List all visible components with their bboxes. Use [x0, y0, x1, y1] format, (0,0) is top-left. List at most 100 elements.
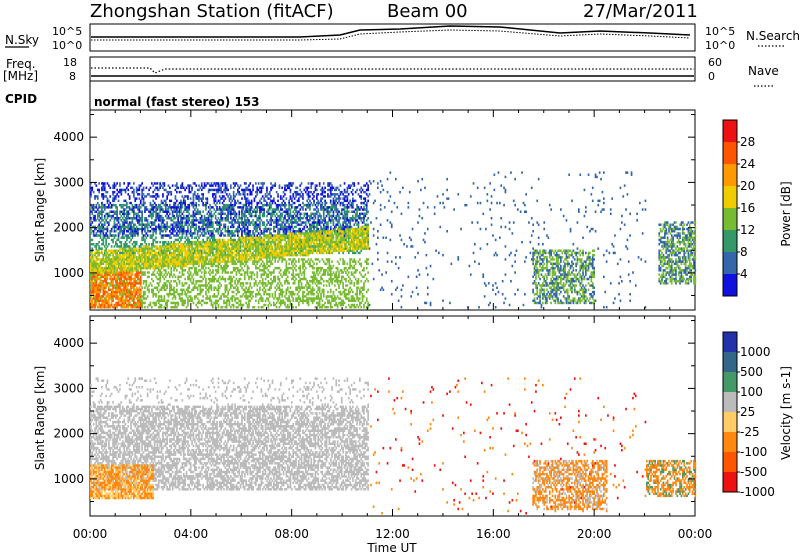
power-cell	[166, 195, 168, 198]
power-cell	[133, 280, 135, 283]
power-cell	[181, 258, 184, 261]
power-cell	[246, 245, 249, 248]
power-cell	[173, 240, 175, 244]
power-cell	[152, 240, 155, 244]
power-cell	[194, 190, 196, 194]
power-cell	[224, 212, 227, 216]
power-cell	[90, 306, 92, 309]
power-cell	[205, 232, 207, 235]
power-cell	[249, 275, 252, 279]
power-cell	[163, 223, 166, 226]
power-cell	[113, 260, 116, 263]
power-cell	[191, 236, 193, 239]
power-cell	[263, 282, 265, 285]
power-cell	[133, 253, 135, 257]
power-cell	[142, 280, 145, 283]
power-cell	[128, 197, 131, 200]
power-cell	[191, 186, 193, 190]
power-cell	[142, 227, 145, 231]
power-cell	[281, 258, 283, 261]
power-cell	[249, 188, 252, 192]
power-cell	[139, 249, 142, 252]
power-cell	[237, 234, 239, 237]
power-cell	[194, 219, 196, 222]
power-cell	[105, 262, 107, 266]
power-cell	[268, 293, 271, 296]
power-cell	[134, 290, 137, 294]
power-cell	[182, 299, 185, 302]
power-cell	[237, 297, 239, 300]
power-cell	[234, 230, 236, 233]
power-cell	[252, 219, 254, 222]
power-cell	[188, 277, 191, 281]
power-cell	[138, 251, 141, 255]
power-cell	[133, 214, 135, 218]
power-cell	[182, 256, 185, 259]
power-cell	[153, 221, 156, 224]
power-cell	[109, 262, 112, 266]
power-cell	[169, 190, 171, 194]
power-cell	[232, 206, 235, 209]
power-cell	[281, 238, 283, 242]
power-cell	[220, 234, 222, 237]
power-cell	[163, 295, 166, 298]
power-cell	[141, 214, 143, 218]
power-cell	[218, 195, 221, 198]
power-cell	[206, 251, 209, 255]
power-cell	[90, 223, 92, 226]
power-cell	[103, 290, 106, 294]
power-cell	[266, 245, 268, 248]
power-cell	[160, 251, 163, 255]
power-cell	[185, 230, 188, 233]
power-cell	[191, 288, 193, 292]
power-cell	[142, 282, 145, 285]
power-cell	[288, 186, 290, 190]
power-cell	[116, 295, 118, 298]
power-cell	[99, 251, 102, 255]
power-cell	[174, 258, 177, 261]
power-cell	[256, 284, 259, 287]
power-cell	[126, 238, 128, 242]
power-cell	[164, 271, 167, 274]
power-cell	[106, 206, 109, 209]
power-cell	[249, 230, 252, 233]
power-cell	[155, 227, 157, 231]
power-cell	[170, 236, 173, 239]
power-cell	[195, 195, 198, 198]
power-cell	[120, 240, 123, 244]
power-cell	[243, 264, 246, 268]
power-cell	[128, 247, 131, 250]
power-cell	[194, 249, 196, 252]
power-cell	[278, 217, 281, 220]
power-cell	[171, 253, 174, 257]
power-cell	[220, 240, 222, 244]
power-cell	[142, 290, 145, 294]
power-cell	[277, 266, 279, 270]
power-cell	[246, 249, 249, 252]
power-cell	[109, 271, 112, 274]
power-cell	[207, 221, 210, 224]
power-cell	[200, 275, 203, 279]
power-cell	[243, 260, 246, 263]
power-cell	[288, 236, 290, 239]
power-cell	[99, 264, 102, 268]
power-cell	[198, 293, 200, 296]
power-cell	[131, 293, 134, 296]
power-cell	[205, 284, 207, 287]
power-cell	[131, 264, 134, 268]
power-cell	[174, 280, 177, 283]
power-cell	[266, 219, 268, 222]
power-cell	[246, 251, 249, 255]
power-cell	[228, 260, 231, 263]
power-cell	[176, 243, 178, 246]
power-cell	[225, 253, 228, 257]
power-cell	[119, 273, 121, 276]
power-cell	[164, 206, 167, 209]
power-cell	[217, 188, 220, 192]
power-cell	[155, 253, 157, 257]
power-cell	[281, 227, 283, 231]
power-cell	[207, 297, 210, 300]
power-cell	[182, 245, 185, 248]
power-cell	[216, 190, 218, 194]
power-cell	[131, 269, 134, 272]
